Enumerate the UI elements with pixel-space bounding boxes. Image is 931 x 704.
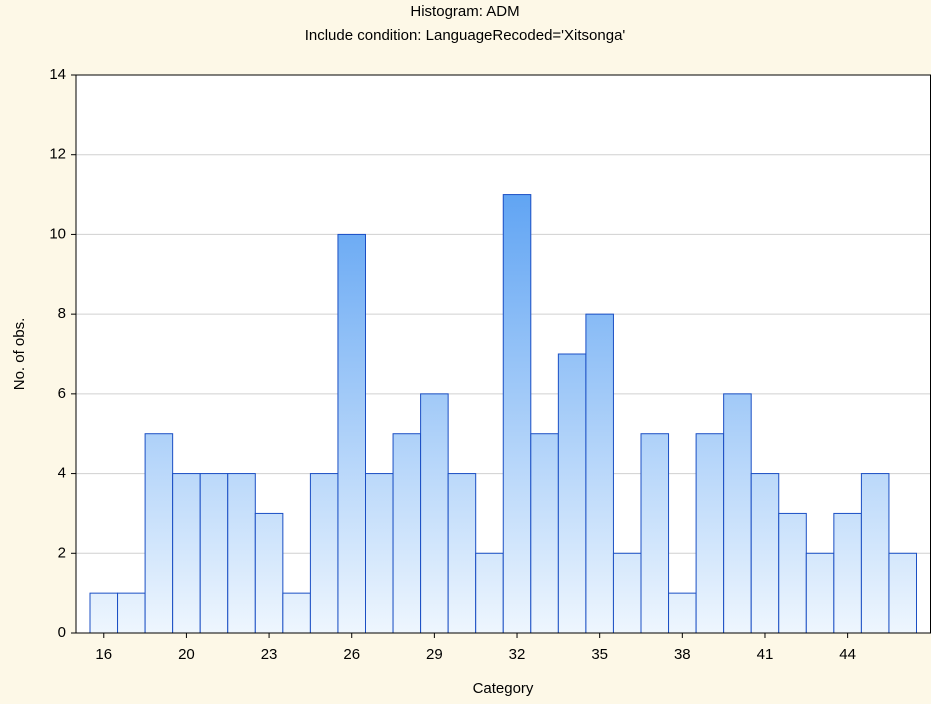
bar: [282, 592, 311, 634]
x-tick-label: 44: [839, 646, 856, 663]
x-tick-label: 16: [95, 646, 112, 663]
x-tick-label: 32: [509, 646, 526, 663]
bar: [530, 433, 559, 634]
bar: [172, 473, 201, 634]
bar: [392, 433, 422, 634]
bar: [227, 473, 256, 634]
x-axis-label: Category: [473, 680, 534, 697]
bar: [447, 473, 477, 634]
bar: [117, 592, 146, 634]
bar: [860, 473, 890, 634]
bar: [723, 393, 752, 634]
bar: [612, 552, 642, 634]
bar: [557, 353, 587, 634]
bar: [337, 233, 367, 634]
bar: [750, 473, 780, 634]
y-axis-label: No. of obs.: [11, 318, 28, 391]
bar: [420, 393, 449, 634]
bar: [254, 512, 284, 634]
y-tick-label: 0: [58, 624, 66, 641]
y-tick-label: 2: [58, 544, 66, 561]
y-tick-label: 10: [49, 225, 66, 242]
bar: [805, 552, 835, 634]
bar: [365, 473, 394, 634]
bar: [833, 512, 862, 634]
bar: [309, 473, 339, 634]
y-tick-label: 4: [58, 465, 66, 482]
chart-title: Histogram: ADM: [410, 3, 519, 20]
bar: [695, 433, 725, 634]
x-tick-label: 35: [591, 646, 608, 663]
bar: [585, 313, 614, 634]
bar: [502, 194, 532, 634]
chart-subtitle: Include condition: LanguageRecoded='Xits…: [305, 27, 626, 44]
bar: [199, 473, 229, 634]
bar: [475, 552, 504, 634]
x-tick-label: 38: [674, 646, 691, 663]
y-tick-label: 6: [58, 385, 66, 402]
x-tick-label: 26: [343, 646, 360, 663]
x-tick-label: 23: [261, 646, 278, 663]
y-tick-label: 12: [49, 146, 66, 163]
x-tick-label: 20: [178, 646, 195, 663]
bar: [640, 433, 670, 634]
bar: [888, 552, 918, 634]
x-tick-label: 41: [757, 646, 774, 663]
bar: [89, 592, 119, 634]
bar: [144, 433, 174, 634]
y-tick-label: 14: [49, 66, 66, 83]
bar: [778, 512, 807, 634]
x-tick-label: 29: [426, 646, 443, 663]
y-tick-label: 8: [58, 305, 66, 322]
bar: [668, 592, 697, 634]
